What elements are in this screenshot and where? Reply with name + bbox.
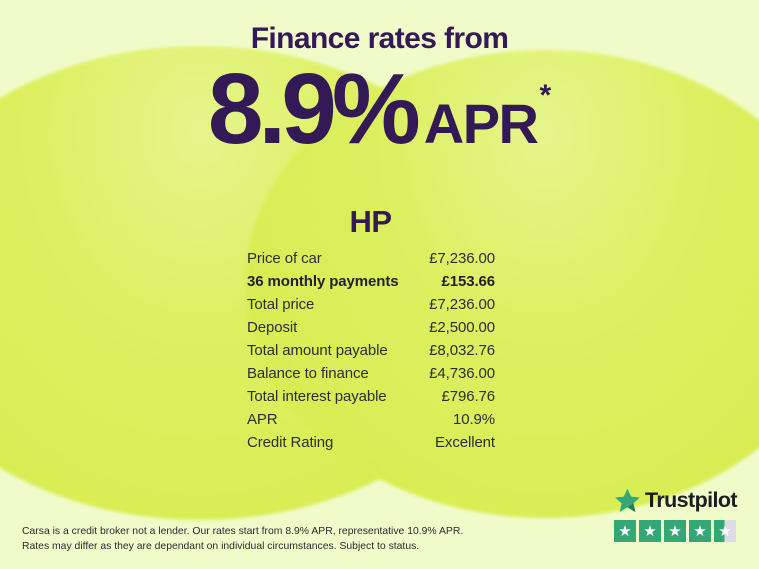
table-row-credit-rating: Credit Rating Excellent bbox=[247, 431, 495, 454]
table-row-apr: APR 10.9% bbox=[247, 408, 495, 431]
trustpilot-star-box-full bbox=[639, 520, 661, 542]
trustpilot-rating-stars bbox=[614, 520, 748, 542]
trustpilot-star-box-full bbox=[614, 520, 636, 542]
row-value: £4,736.00 bbox=[429, 365, 495, 382]
apr-headline: 8.9% APR * bbox=[0, 52, 759, 167]
row-label: Deposit bbox=[247, 319, 298, 336]
row-label: Balance to finance bbox=[247, 365, 369, 382]
disclaimer-line-2: Rates may differ as they are dependant o… bbox=[22, 541, 420, 552]
row-label: APR bbox=[247, 411, 278, 428]
row-label: Total amount payable bbox=[247, 342, 388, 359]
trustpilot-star-box-full bbox=[664, 520, 686, 542]
disclaimer-line-1: Carsa is a credit broker not a lender. O… bbox=[22, 526, 464, 537]
legal-disclaimer: Carsa is a credit broker not a lender. O… bbox=[22, 524, 482, 554]
row-label: Credit Rating bbox=[247, 434, 334, 451]
trustpilot-star-box-half bbox=[714, 520, 736, 542]
table-row-total-amount-payable: Total amount payable £8,032.76 bbox=[247, 339, 495, 362]
trustpilot-widget[interactable]: Trustpilot bbox=[614, 487, 748, 542]
row-label: Total price bbox=[247, 296, 315, 313]
row-label: Total interest payable bbox=[247, 388, 387, 405]
trustpilot-logo: Trustpilot bbox=[614, 487, 748, 514]
finance-rates-heading: Finance rates from bbox=[250, 22, 509, 55]
row-label: 36 monthly payments bbox=[247, 273, 399, 290]
row-value: 10.9% bbox=[452, 411, 495, 428]
row-value: Excellent bbox=[435, 434, 495, 451]
table-row-balance-to-finance: Balance to finance £4,736.00 bbox=[247, 362, 495, 385]
finance-product-title: HP bbox=[349, 204, 392, 239]
apr-footnote-asterisk: * bbox=[539, 79, 552, 112]
table-row-total-interest-payable: Total interest payable £796.76 bbox=[247, 385, 495, 408]
row-value: £8,032.76 bbox=[429, 342, 495, 359]
finance-breakdown-table: Price of car £7,236.00 36 monthly paymen… bbox=[247, 247, 495, 454]
background-blob-right bbox=[245, 50, 759, 518]
trustpilot-star-icon bbox=[614, 487, 641, 514]
row-value: £7,236.00 bbox=[429, 250, 495, 267]
row-value: £2,500.00 bbox=[429, 319, 495, 336]
table-row-monthly-payments: 36 monthly payments £153.66 bbox=[247, 270, 495, 293]
trustpilot-wordmark: Trustpilot bbox=[645, 488, 738, 512]
table-row-total-price: Total price £7,236.00 bbox=[247, 293, 495, 316]
trustpilot-star-box-full bbox=[689, 520, 711, 542]
apr-rate-value: 8.9% bbox=[207, 53, 421, 165]
row-value: £796.76 bbox=[441, 388, 495, 405]
row-value: £153.66 bbox=[441, 273, 495, 290]
row-label: Price of car bbox=[247, 250, 322, 267]
table-row-price-of-car: Price of car £7,236.00 bbox=[247, 247, 495, 270]
row-value: £7,236.00 bbox=[429, 296, 495, 313]
table-row-deposit: Deposit £2,500.00 bbox=[247, 316, 495, 339]
apr-unit-label: APR bbox=[423, 92, 539, 155]
